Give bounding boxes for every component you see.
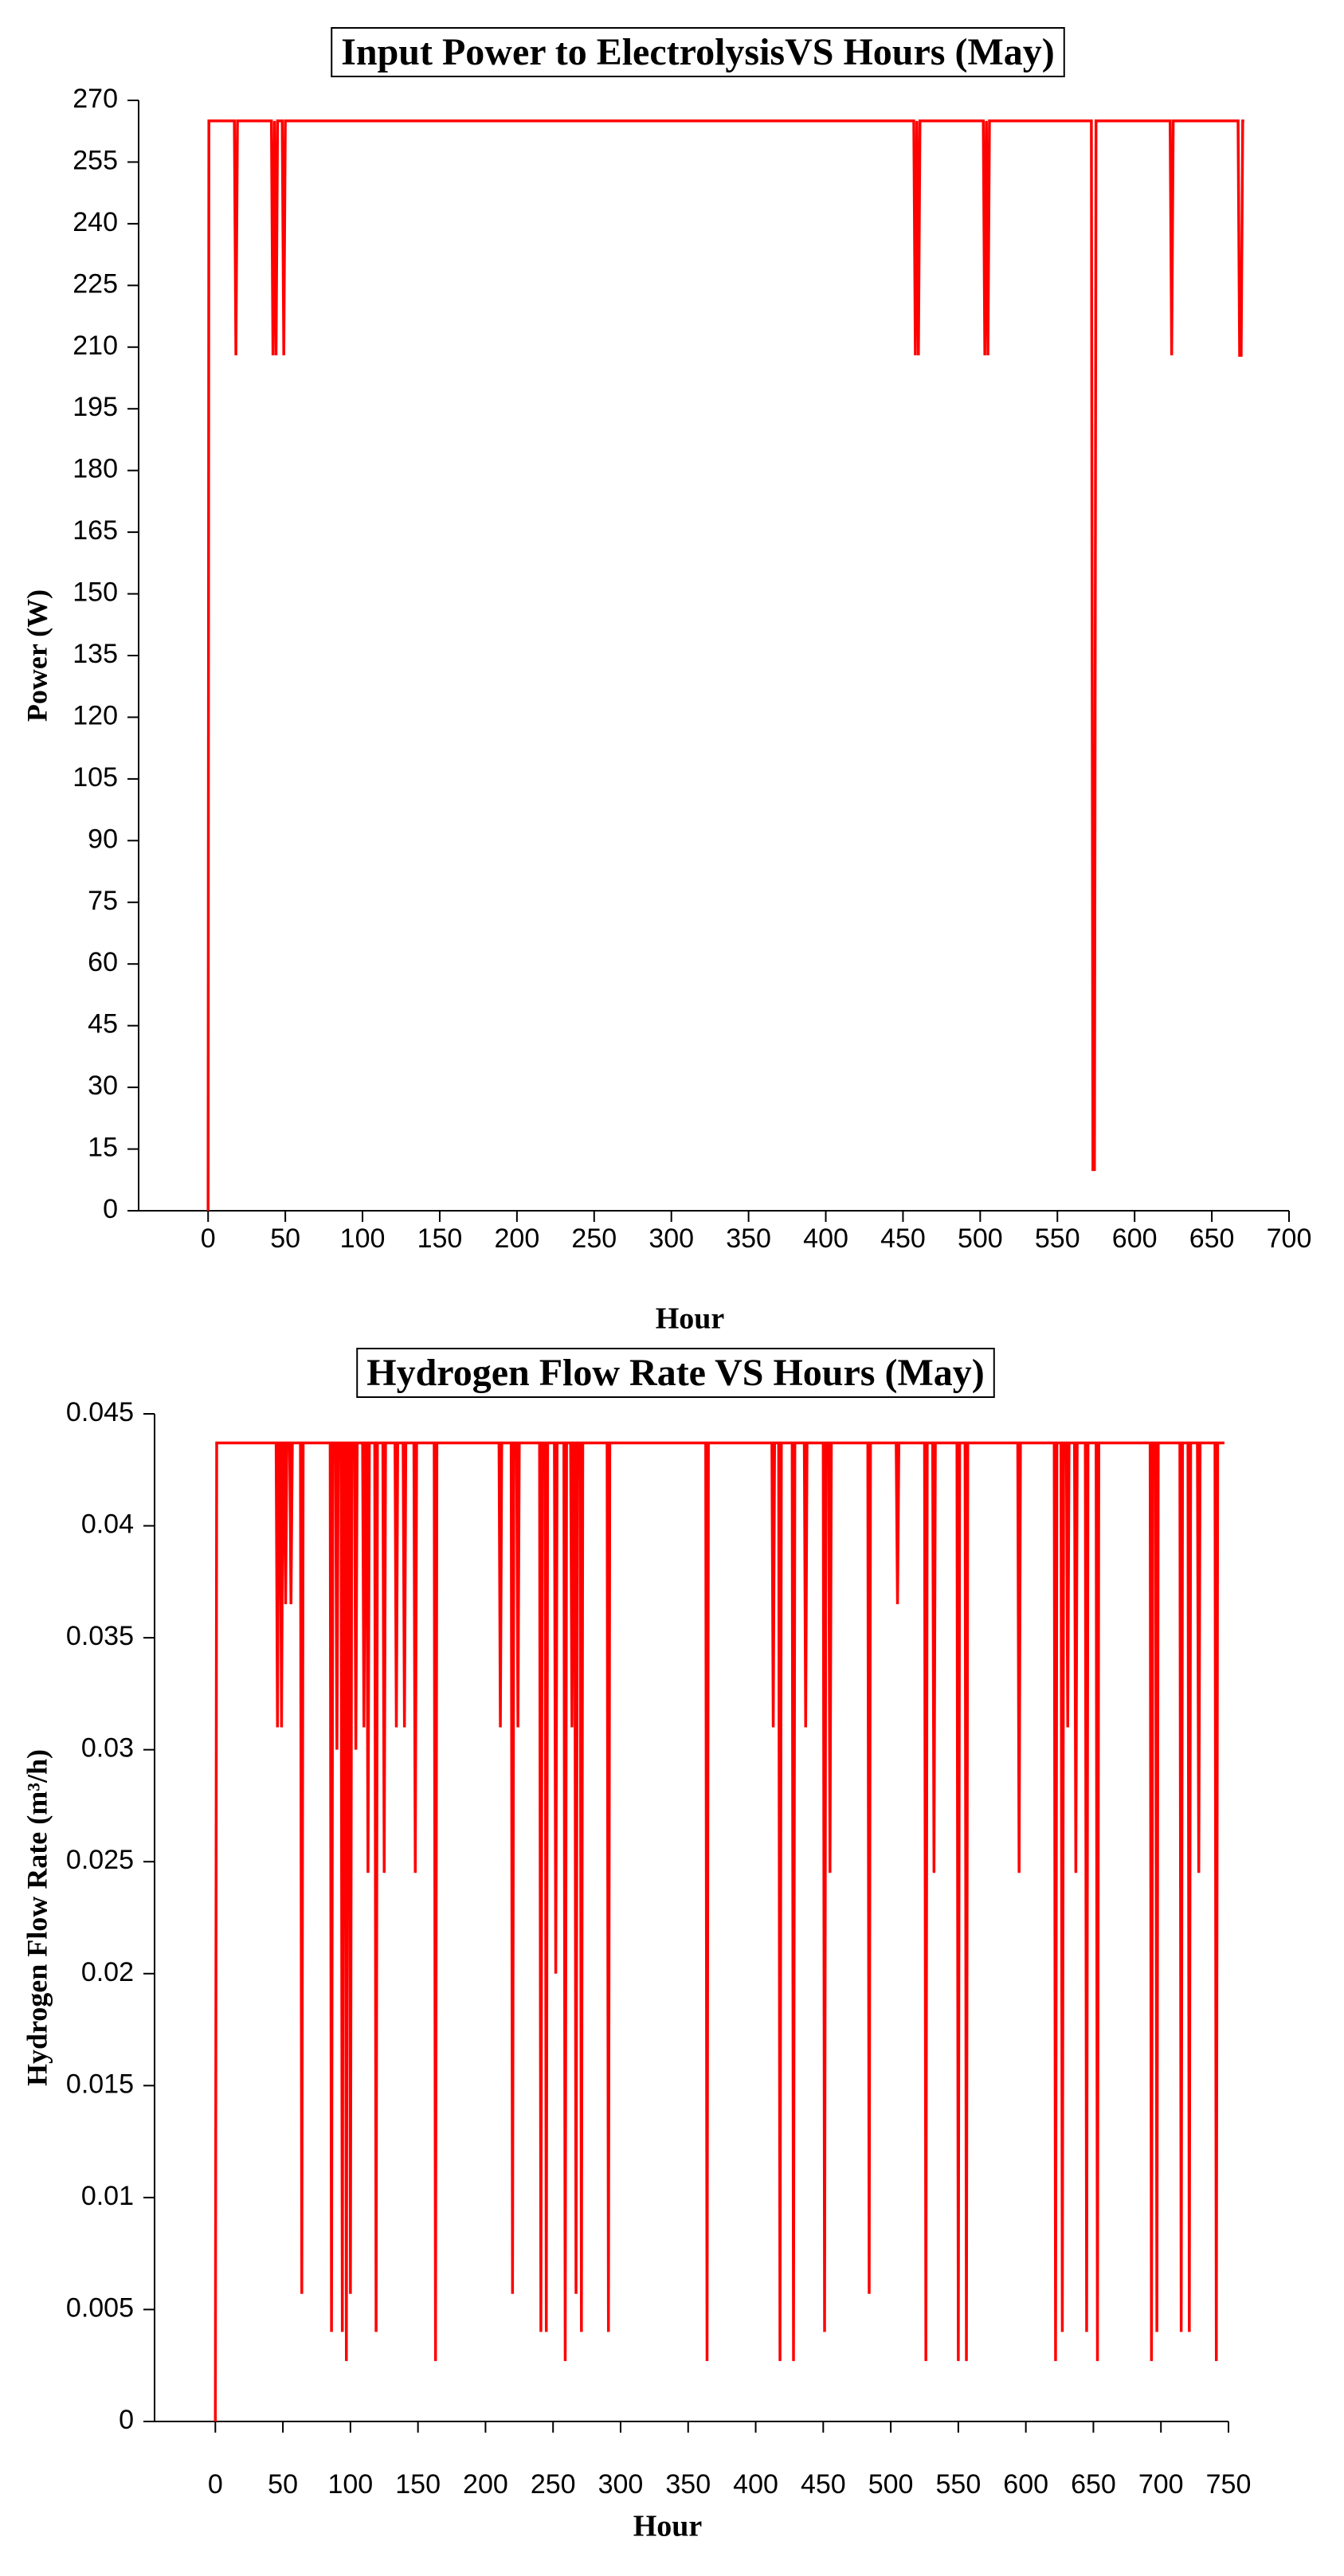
x-tick-label: 50 [270, 1223, 300, 1254]
y-tick-label: 0.015 [66, 2069, 134, 2099]
y-tick-label: 0.01 [81, 2181, 134, 2211]
x-tick-label: 400 [803, 1223, 848, 1254]
y-tick-label: 0.035 [66, 1621, 134, 1651]
y-tick-label: 165 [72, 515, 118, 546]
x-tick-label: 300 [648, 1223, 694, 1254]
x-tick-label: 150 [417, 1223, 463, 1254]
title-box [331, 27, 1065, 78]
y-tick-label: 15 [88, 1133, 118, 1163]
y-tick-label: 240 [72, 207, 118, 237]
y-tick-label: 150 [72, 577, 118, 608]
x-axis-label: Hour [633, 2510, 703, 2543]
y-tick-label: 60 [88, 947, 118, 977]
y-tick-label: 0.02 [81, 1957, 134, 1987]
x-tick-label: 700 [1267, 1223, 1312, 1254]
x-axis-label: Hour [656, 1302, 725, 1336]
y-tick-label: 0.025 [66, 1845, 134, 1875]
data-line [214, 1441, 1224, 2422]
x-tick-label: 400 [733, 2469, 778, 2500]
y-tick-label: 105 [72, 762, 118, 793]
x-tick-label: 450 [801, 2469, 846, 2500]
x-tick-label: 100 [327, 2469, 373, 2500]
y-tick-label: 0.03 [81, 1733, 134, 1764]
y-tick-label: 90 [88, 824, 118, 854]
y-tick-label: 270 [72, 84, 118, 114]
y-tick-label: 45 [88, 1009, 118, 1039]
x-tick-label: 200 [495, 1223, 540, 1254]
y-tick-label: 210 [72, 331, 118, 361]
x-tick-label: 450 [880, 1223, 926, 1254]
chart-title: Input Power to ElectrolysisVS Hours (May… [341, 31, 1055, 73]
x-tick-label: 600 [1112, 1223, 1158, 1254]
x-tick-label: 350 [726, 1223, 771, 1254]
y-tick-label: 120 [72, 700, 118, 730]
x-tick-label: 500 [868, 2469, 914, 2500]
y-tick-label: 0 [119, 2405, 134, 2435]
y-tick-label: 225 [72, 268, 118, 299]
data-line [206, 119, 1244, 1212]
y-tick-label: 135 [72, 639, 118, 669]
x-tick-label: 50 [268, 2469, 298, 2500]
x-tick-label: 700 [1138, 2469, 1184, 2500]
y-tick-label: 0 [103, 1194, 118, 1224]
y-tick-label: 75 [88, 886, 118, 916]
y-tick-label: 0.04 [81, 1509, 134, 1540]
x-tick-label: 600 [1003, 2469, 1048, 2500]
y-tick-label: 0.005 [66, 2292, 134, 2323]
x-tick-label: 100 [340, 1223, 386, 1254]
y-tick-label: 180 [72, 454, 118, 484]
x-tick-label: 750 [1206, 2469, 1252, 2500]
x-tick-label: 0 [208, 2469, 223, 2500]
x-tick-label: 650 [1189, 1223, 1235, 1254]
chart-title: Hydrogen Flow Rate VS Hours (May) [366, 1352, 985, 1394]
x-tick-label: 500 [958, 1223, 1003, 1254]
x-tick-label: 200 [463, 2469, 508, 2500]
y-tick-label: 30 [88, 1071, 118, 1101]
x-tick-label: 350 [665, 2469, 711, 2500]
y-axis-label: Power (W) [21, 589, 53, 722]
y-tick-label: 0.045 [66, 1397, 134, 1427]
x-tick-label: 0 [201, 1223, 216, 1254]
x-tick-label: 150 [395, 2469, 441, 2500]
x-tick-label: 300 [598, 2469, 644, 2500]
x-tick-label: 250 [571, 1223, 617, 1254]
title-box [356, 1348, 995, 1399]
x-tick-label: 550 [1035, 1223, 1080, 1254]
x-tick-label: 650 [1071, 2469, 1116, 2500]
x-tick-label: 250 [531, 2469, 576, 2500]
y-axis-label: Hydrogen Flow Rate (m³/h) [21, 1749, 53, 2086]
y-tick-label: 255 [72, 145, 118, 175]
y-tick-label: 195 [72, 392, 118, 422]
x-tick-label: 550 [936, 2469, 982, 2500]
